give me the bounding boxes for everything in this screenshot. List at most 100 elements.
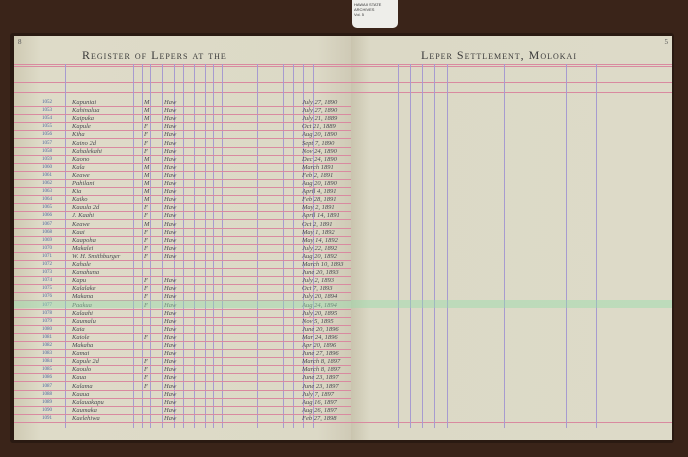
- sex-mark: M: [144, 99, 150, 106]
- patient-name: Kapule: [72, 123, 91, 131]
- sex-mark: F: [144, 293, 148, 301]
- column-rule: [133, 64, 134, 428]
- entry-number: 1091: [42, 415, 52, 421]
- admission-date: Oct 2, 1891: [302, 220, 333, 228]
- entry-number: 1090: [42, 407, 52, 413]
- patient-name: Kalama: [72, 382, 93, 390]
- column-rule: [504, 64, 505, 428]
- row-rule: [14, 106, 351, 107]
- admission-date: July 20, 1895: [302, 309, 338, 317]
- entry-number: 1053: [42, 108, 52, 114]
- page-number: 5: [664, 38, 669, 46]
- entry-number: 1060: [42, 164, 52, 170]
- patient-name: J. Kaahi: [72, 212, 95, 220]
- entry-number: 1068: [42, 229, 52, 235]
- row-rule: [14, 219, 351, 221]
- entry-number: 1076: [42, 294, 52, 300]
- nationality: Haw: [164, 390, 177, 398]
- patient-name: Kapuniai: [72, 99, 97, 106]
- column-rule: [447, 64, 448, 428]
- nationality: Haw: [164, 131, 177, 139]
- row-rule: [14, 397, 351, 399]
- entry-number: 1057: [42, 140, 52, 146]
- row-rule: [14, 381, 351, 383]
- sex-mark: F: [144, 123, 148, 131]
- admission-date: July 21, 1889: [302, 115, 338, 123]
- column-rule: [213, 64, 214, 428]
- table-row: 1090 Kaumaka Haw Aug 26, 1897: [14, 406, 351, 415]
- nationality: Haw: [164, 236, 177, 244]
- table-row: 1060 Kala M Haw March 1891: [14, 163, 351, 172]
- entry-number: 1064: [42, 197, 52, 203]
- sex-mark: M: [144, 171, 150, 179]
- patient-name: Kaaula 2d: [72, 204, 100, 212]
- column-rule: [65, 64, 66, 428]
- table-row: 1083 Kamai Haw June 27, 1896: [14, 349, 351, 358]
- column-rule: [222, 64, 223, 428]
- sex-mark: F: [144, 212, 148, 220]
- nationality: Haw: [164, 342, 177, 349]
- patient-name: Keawe: [72, 171, 90, 179]
- entry-number: 1059: [42, 156, 52, 162]
- admission-date: Feb 28, 1891: [302, 196, 337, 204]
- admission-date: April 14, 1891: [302, 212, 340, 220]
- nationality: Haw: [164, 358, 177, 366]
- admission-date: May 14, 1892: [302, 236, 338, 244]
- table-row: 1088 Kaaua Haw July 7, 1897: [14, 390, 351, 399]
- table-row: 1057 Kaino 2d F Haw Sept 7, 1890: [14, 139, 351, 148]
- entry-number: 1065: [42, 205, 52, 211]
- entry-number: 1080: [42, 326, 52, 332]
- row-rule: [14, 308, 351, 310]
- admission-date: Aug 20, 1892: [302, 252, 337, 260]
- admission-date: June 23, 1897: [302, 382, 339, 390]
- nationality: Haw: [164, 293, 177, 301]
- patient-name: Kala: [72, 163, 85, 171]
- patient-name: Kapule 2d: [72, 358, 99, 366]
- page-title-left: Register of Lepers at the: [82, 48, 227, 62]
- entry-number: 1069: [42, 237, 52, 243]
- entry-number: 1055: [42, 124, 52, 130]
- table-row: 1062 Pahilani M Haw Aug 20, 1890: [14, 179, 351, 188]
- admission-date: Nov 24, 1890: [302, 147, 337, 155]
- sex-mark: F: [144, 236, 148, 244]
- patient-name: Kaino 2d: [72, 139, 97, 147]
- nationality: Haw: [164, 99, 177, 106]
- sex-mark: M: [144, 155, 150, 163]
- column-rule: [410, 64, 411, 428]
- column-rule: [303, 64, 304, 428]
- patient-name: Kaua: [72, 374, 87, 382]
- patient-name: Paakua: [72, 301, 92, 309]
- column-rule: [596, 64, 597, 428]
- row-rule: [14, 195, 351, 197]
- nationality: Haw: [164, 147, 177, 155]
- row-rule: [14, 122, 351, 124]
- row-rule: [14, 203, 351, 205]
- admission-date: Sept 7, 1890: [302, 139, 335, 147]
- patient-name: Kanahuna: [72, 269, 100, 277]
- row-rule: [14, 413, 351, 415]
- entry-number: 1086: [42, 375, 52, 381]
- row-rule: [14, 349, 351, 350]
- patient-name: Kahale: [72, 261, 91, 268]
- entry-number: 1082: [42, 343, 52, 348]
- tag-line: HAWAII STATE: [354, 2, 382, 7]
- table-row: 1086 Kaua F Haw June 23, 1897: [14, 373, 351, 382]
- row-rule: [14, 405, 351, 407]
- entry-number: 1075: [42, 286, 52, 292]
- admission-date: Feb 27, 1898: [302, 414, 337, 422]
- entry-number: 1084: [42, 359, 52, 365]
- nationality: Haw: [164, 309, 177, 317]
- admission-date: March 10, 1893: [302, 261, 344, 268]
- header-top-rule: [14, 64, 351, 65]
- column-rule: [566, 64, 567, 428]
- sex-mark: F: [144, 301, 148, 309]
- entry-number: 1077: [42, 302, 52, 308]
- row-rule: [14, 284, 351, 286]
- entry-number: 1063: [42, 189, 52, 195]
- header-top-rule: [14, 66, 351, 67]
- patient-name: Kaumaka: [72, 406, 97, 414]
- admission-date: March 8, 1897: [302, 366, 341, 374]
- entry-number: 1085: [42, 367, 52, 373]
- table-row: 1069 Kaapoha F Haw May 14, 1892: [14, 236, 351, 245]
- row-rule: [14, 276, 351, 278]
